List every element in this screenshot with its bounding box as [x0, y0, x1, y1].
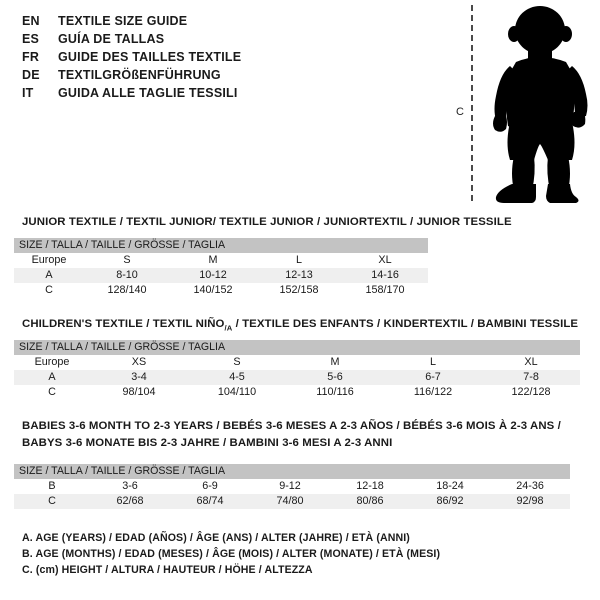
table-cell: 128/140	[84, 283, 170, 298]
language-code: FR	[22, 50, 40, 64]
toddler-silhouette-icon	[493, 6, 588, 203]
language-row: FR GUIDE DES TAILLES TEXTILE	[22, 48, 422, 66]
table-row: Europe S M L XL	[14, 253, 429, 268]
table-cell: 4-5	[188, 370, 286, 385]
legend-line-b: B. AGE (MONTHS) / EDAD (MESES) / ÂGE (MO…	[22, 548, 441, 560]
row-label: A	[14, 268, 84, 283]
table-cell: XL	[482, 355, 581, 370]
table-row: C 128/140 140/152 152/158 158/170	[14, 283, 429, 298]
language-title: GUIDE DES TAILLES TEXTILE	[58, 50, 242, 64]
table-cell: 12-18	[330, 479, 410, 494]
children-title-subscript: /A	[224, 323, 233, 333]
table-cell: 140/152	[170, 283, 256, 298]
table-cell: 62/68	[90, 494, 170, 509]
language-title: GUÍA DE TALLAS	[58, 32, 165, 46]
junior-size-table: SIZE / TALLA / TAILLE / GRÖSSE / TAGLIA …	[14, 238, 429, 298]
table-cell: 14-16	[342, 268, 429, 283]
table-cell: S	[84, 253, 170, 268]
babies-table-band-label: SIZE / TALLA / TAILLE / GRÖSSE / TAGLIA	[14, 464, 571, 479]
table-row: A 3-4 4-5 5-6 6-7 7-8	[14, 370, 581, 385]
table-cell: 10-12	[170, 268, 256, 283]
table-row: Europe XS S M L XL	[14, 355, 581, 370]
language-title: TEXTILE SIZE GUIDE	[58, 14, 188, 28]
table-cell: 104/110	[188, 385, 286, 400]
language-title-list: EN TEXTILE SIZE GUIDE ES GUÍA DE TALLAS …	[22, 12, 422, 102]
table-cell: 74/80	[250, 494, 330, 509]
table-cell: 6-9	[170, 479, 250, 494]
table-cell: XL	[342, 253, 429, 268]
table-cell: S	[188, 355, 286, 370]
language-code: EN	[22, 14, 40, 28]
language-code: IT	[22, 86, 34, 100]
language-row: DE TEXTILGRÖßENFÜHRUNG	[22, 66, 422, 84]
language-title: GUIDA ALLE TAGLIE TESSILI	[58, 86, 238, 100]
language-code: DE	[22, 68, 40, 82]
table-cell: 18-24	[410, 479, 490, 494]
table-cell: M	[286, 355, 384, 370]
babies-table-band-row: SIZE / TALLA / TAILLE / GRÖSSE / TAGLIA	[14, 464, 571, 479]
table-cell: 116/122	[384, 385, 482, 400]
table-cell: 80/86	[330, 494, 410, 509]
language-code: ES	[22, 32, 40, 46]
legend-line-c: C. (cm) HEIGHT / ALTURA / HAUTEUR / HÖHE…	[22, 564, 313, 576]
table-row: C 62/68 68/74 74/80 80/86 86/92 92/98	[14, 494, 571, 509]
height-dashed-line	[471, 5, 473, 201]
junior-section-title: JUNIOR TEXTILE / TEXTIL JUNIOR/ TEXTILE …	[22, 216, 512, 228]
table-row: B 3-6 6-9 9-12 12-18 18-24 24-36	[14, 479, 571, 494]
row-label: C	[14, 283, 84, 298]
babies-section-title-line1: BABIES 3-6 MONTH TO 2-3 YEARS / BEBÉS 3-…	[22, 420, 561, 432]
table-cell: 3-4	[90, 370, 188, 385]
language-title: TEXTILGRÖßENFÜHRUNG	[58, 68, 221, 82]
children-table-band-label: SIZE / TALLA / TAILLE / GRÖSSE / TAGLIA	[14, 340, 581, 355]
row-label: C	[14, 494, 90, 509]
children-table-band-row: SIZE / TALLA / TAILLE / GRÖSSE / TAGLIA	[14, 340, 581, 355]
table-cell: 5-6	[286, 370, 384, 385]
row-label: Europe	[14, 355, 90, 370]
legend-line-a: A. AGE (YEARS) / EDAD (AÑOS) / ÂGE (ANS)…	[22, 532, 410, 544]
table-cell: L	[256, 253, 342, 268]
table-cell: 6-7	[384, 370, 482, 385]
table-cell: XS	[90, 355, 188, 370]
table-cell: 9-12	[250, 479, 330, 494]
junior-table-band-row: SIZE / TALLA / TAILLE / GRÖSSE / TAGLIA	[14, 238, 429, 253]
table-row: C 98/104 104/110 110/116 116/122 122/128	[14, 385, 581, 400]
table-cell: M	[170, 253, 256, 268]
height-marker-label: C	[456, 106, 464, 118]
table-cell: 24-36	[490, 479, 571, 494]
language-row: EN TEXTILE SIZE GUIDE	[22, 12, 422, 30]
table-cell: 122/128	[482, 385, 581, 400]
row-label: Europe	[14, 253, 84, 268]
table-cell: 3-6	[90, 479, 170, 494]
table-cell: 92/98	[490, 494, 571, 509]
height-measurement-figure: C	[440, 0, 600, 210]
row-label: C	[14, 385, 90, 400]
table-cell: 86/92	[410, 494, 490, 509]
table-cell: 152/158	[256, 283, 342, 298]
language-row: IT GUIDA ALLE TAGLIE TESSILI	[22, 84, 422, 102]
row-label: B	[14, 479, 90, 494]
table-cell: L	[384, 355, 482, 370]
measurement-legend: A. AGE (YEARS) / EDAD (AÑOS) / ÂGE (ANS)…	[22, 530, 542, 578]
junior-table-band-label: SIZE / TALLA / TAILLE / GRÖSSE / TAGLIA	[14, 238, 429, 253]
table-cell: 12-13	[256, 268, 342, 283]
children-section-title: CHILDREN'S TEXTILE / TEXTIL NIÑO/A / TEX…	[22, 317, 578, 335]
children-title-post: / TEXTILE DES ENFANTS / KINDERTEXTIL / B…	[232, 318, 579, 330]
table-cell: 68/74	[170, 494, 250, 509]
children-title-pre: CHILDREN'S TEXTILE / TEXTIL NIÑO	[22, 318, 225, 330]
table-cell: 7-8	[482, 370, 581, 385]
table-cell: 158/170	[342, 283, 429, 298]
table-cell: 8-10	[84, 268, 170, 283]
babies-size-table: SIZE / TALLA / TAILLE / GRÖSSE / TAGLIA …	[14, 464, 571, 509]
language-row: ES GUÍA DE TALLAS	[22, 30, 422, 48]
table-cell: 110/116	[286, 385, 384, 400]
row-label: A	[14, 370, 90, 385]
table-row: A 8-10 10-12 12-13 14-16	[14, 268, 429, 283]
babies-section-title-line2: BABYS 3-6 MONATE BIS 2-3 JAHRE / BAMBINI…	[22, 437, 393, 449]
table-cell: 98/104	[90, 385, 188, 400]
children-size-table: SIZE / TALLA / TAILLE / GRÖSSE / TAGLIA …	[14, 340, 581, 400]
